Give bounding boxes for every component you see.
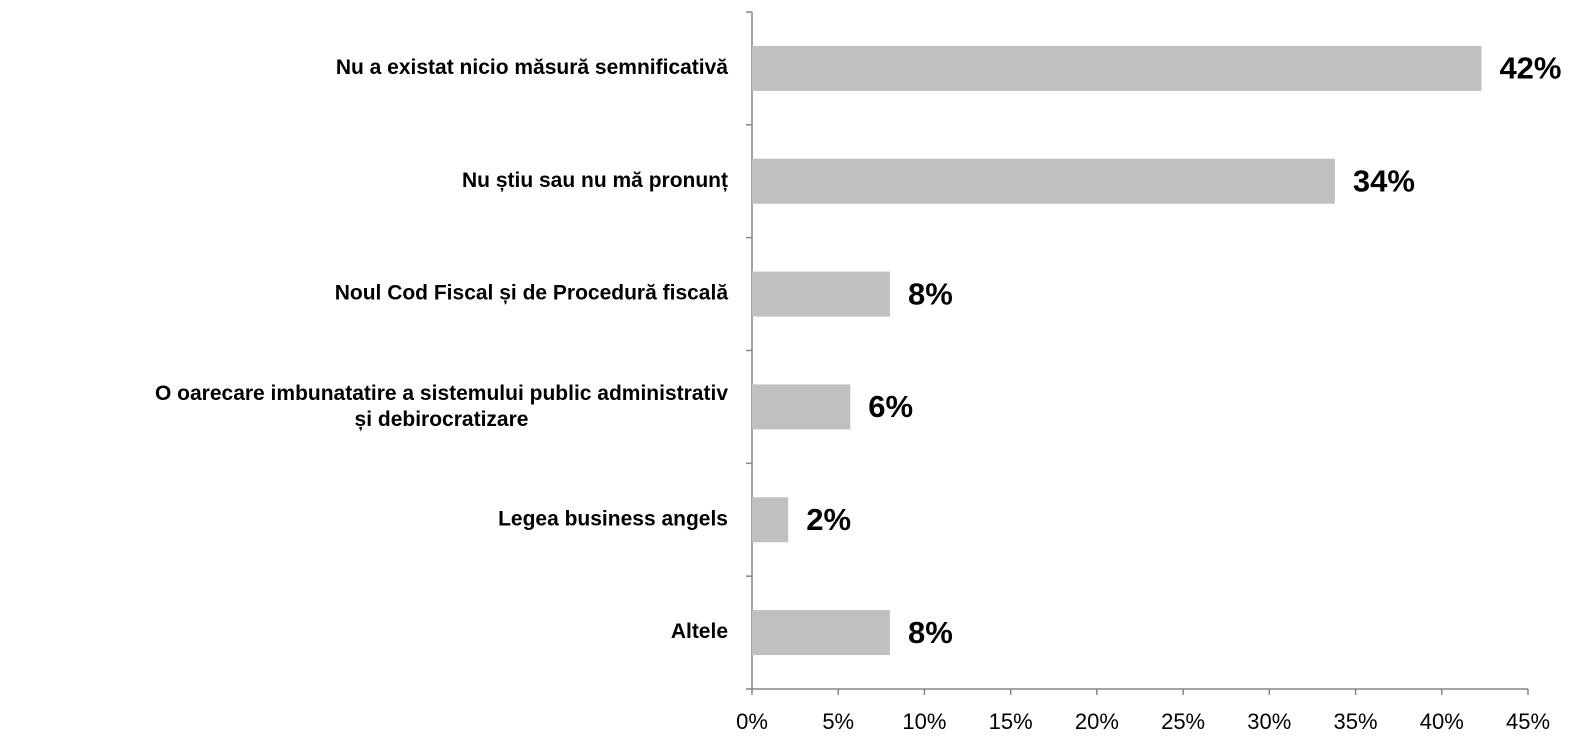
value-label: 2%	[806, 502, 851, 537]
value-label: 42%	[1499, 51, 1561, 86]
bar	[752, 497, 789, 543]
x-tick-label: 30%	[1247, 709, 1291, 734]
x-tick-label: 25%	[1161, 709, 1205, 734]
bar	[752, 158, 1335, 204]
category-label: Nu a existat nicio măsură semnificativă	[336, 56, 728, 79]
x-tick-label: 20%	[1075, 709, 1119, 734]
value-label: 34%	[1353, 163, 1415, 198]
category-label: O oarecare imbunatatire a sistemului pub…	[155, 381, 728, 430]
value-label: 6%	[868, 389, 913, 424]
x-tick-label: 0%	[736, 709, 768, 734]
x-tick-label: 40%	[1420, 709, 1464, 734]
bar	[752, 271, 890, 317]
bar	[752, 610, 890, 656]
x-tick-label: 10%	[902, 709, 946, 734]
x-tick-label: 15%	[989, 709, 1033, 734]
bar	[752, 45, 1482, 91]
value-label: 8%	[908, 276, 953, 311]
category-label: Nu știu sau nu mă pronunț	[462, 169, 728, 192]
category-label: Altele	[671, 620, 728, 643]
category-label: Noul Cod Fiscal și de Procedură fiscală	[335, 282, 729, 305]
category-label: Legea business angels	[498, 507, 728, 530]
x-tick-label: 45%	[1506, 709, 1550, 734]
x-tick-label: 5%	[822, 709, 854, 734]
bar	[752, 384, 851, 430]
x-tick-label: 35%	[1334, 709, 1378, 734]
value-label: 8%	[908, 615, 953, 650]
